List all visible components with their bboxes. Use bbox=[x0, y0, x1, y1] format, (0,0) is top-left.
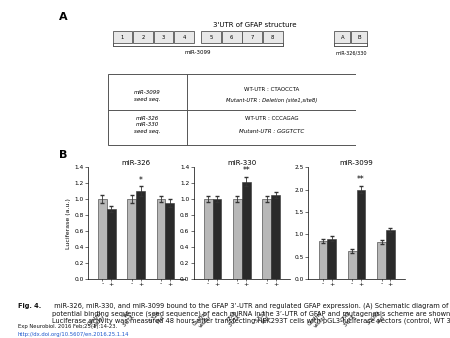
Text: WT-UTR : CTAOCCTA: WT-UTR : CTAOCCTA bbox=[244, 87, 299, 92]
Bar bbox=[174, 31, 194, 43]
Text: miR-3099: miR-3099 bbox=[134, 90, 161, 95]
Bar bbox=[351, 31, 367, 43]
Text: **: ** bbox=[243, 166, 250, 175]
Text: Mutant-UTR : GGGTCTC: Mutant-UTR : GGGTCTC bbox=[239, 129, 304, 134]
Text: miR-330: miR-330 bbox=[136, 122, 159, 127]
Text: 7: 7 bbox=[251, 34, 254, 40]
Text: Exp Neurobiol. 2016 Feb;25(1):14-23.: Exp Neurobiol. 2016 Feb;25(1):14-23. bbox=[18, 324, 117, 330]
Y-axis label: Luciferase (a.u.): Luciferase (a.u.) bbox=[67, 198, 72, 248]
Text: 3-326
Mut: 3-326 Mut bbox=[148, 310, 166, 328]
Text: *: * bbox=[139, 176, 143, 185]
Bar bbox=[348, 251, 356, 279]
Bar bbox=[98, 199, 107, 279]
Text: miR-326, miR-330, and miR-3099 bound to the GFAP 3’-UTR and regulated GFAP expre: miR-326, miR-330, and miR-3099 bound to … bbox=[52, 303, 450, 324]
Bar bbox=[204, 199, 212, 279]
Bar bbox=[157, 199, 166, 279]
Text: 3'UTR of GFAP structure: 3'UTR of GFAP structure bbox=[213, 22, 297, 28]
Text: 3: 3 bbox=[162, 34, 165, 40]
Text: 4: 4 bbox=[182, 34, 186, 40]
Bar bbox=[222, 31, 242, 43]
Text: 2: 2 bbox=[141, 34, 145, 40]
Bar bbox=[212, 199, 221, 279]
Text: Control
vector: Control vector bbox=[307, 310, 327, 330]
Bar bbox=[136, 191, 145, 279]
Text: 3-330
Mut: 3-330 Mut bbox=[253, 310, 271, 328]
Text: 1: 1 bbox=[121, 34, 124, 40]
Bar bbox=[242, 182, 251, 279]
Text: Mutant-UTR : Deletion (site1,site8): Mutant-UTR : Deletion (site1,site8) bbox=[226, 98, 317, 103]
Bar bbox=[334, 31, 351, 43]
Text: GFAP
3-UTR: GFAP 3-UTR bbox=[224, 310, 242, 328]
Text: 5: 5 bbox=[210, 34, 213, 40]
Text: A: A bbox=[58, 12, 67, 22]
Text: http://dx.doi.org/10.5607/en.2016.25.1.14: http://dx.doi.org/10.5607/en.2016.25.1.1… bbox=[18, 332, 130, 337]
Bar bbox=[201, 31, 221, 43]
Text: Fig. 4.: Fig. 4. bbox=[18, 303, 41, 309]
Bar bbox=[107, 209, 116, 279]
Bar bbox=[386, 230, 395, 279]
Title: miR-330: miR-330 bbox=[227, 160, 256, 166]
Text: GFAP
3-UTR: GFAP 3-UTR bbox=[338, 310, 356, 328]
Text: A: A bbox=[341, 34, 344, 40]
Bar bbox=[319, 241, 327, 279]
Title: miR-3099: miR-3099 bbox=[340, 160, 374, 166]
Bar bbox=[262, 199, 271, 279]
Text: 8: 8 bbox=[271, 34, 274, 40]
Text: seed seq.: seed seq. bbox=[135, 97, 161, 102]
Text: B: B bbox=[357, 34, 361, 40]
Bar bbox=[166, 203, 174, 279]
Bar bbox=[127, 199, 136, 279]
Bar bbox=[263, 31, 283, 43]
Bar bbox=[327, 239, 336, 279]
Bar bbox=[112, 31, 132, 43]
Text: WT
3-UTR: WT 3-UTR bbox=[118, 310, 136, 328]
Text: miR-326: miR-326 bbox=[136, 116, 159, 121]
Text: miR-326/330: miR-326/330 bbox=[335, 50, 367, 55]
Bar bbox=[233, 199, 242, 279]
Text: Control
vector: Control vector bbox=[192, 310, 212, 330]
Text: Control
vector: Control vector bbox=[86, 310, 107, 330]
Text: 6: 6 bbox=[230, 34, 234, 40]
Bar bbox=[243, 31, 262, 43]
Text: 3-3099
Mut: 3-3099 Mut bbox=[366, 310, 386, 330]
Bar bbox=[133, 31, 153, 43]
Bar bbox=[271, 195, 280, 279]
Text: B: B bbox=[58, 150, 67, 161]
Text: seed seq.: seed seq. bbox=[135, 129, 161, 134]
Bar bbox=[377, 242, 386, 279]
Text: **: ** bbox=[357, 175, 365, 184]
Bar bbox=[356, 190, 365, 279]
Title: miR-326: miR-326 bbox=[122, 160, 151, 166]
Text: WT-UTR : CCCAGAG: WT-UTR : CCCAGAG bbox=[244, 116, 298, 121]
Text: miR-3099: miR-3099 bbox=[184, 50, 211, 55]
Bar bbox=[153, 31, 174, 43]
